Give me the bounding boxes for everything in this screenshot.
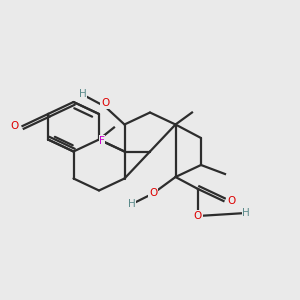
Text: O: O	[194, 211, 202, 221]
Text: O: O	[11, 121, 19, 131]
Text: O: O	[149, 188, 157, 199]
Text: F: F	[99, 136, 105, 146]
Text: H: H	[242, 208, 250, 218]
Text: O: O	[227, 196, 235, 206]
Text: O: O	[101, 98, 109, 109]
Text: H: H	[128, 199, 136, 209]
Text: H: H	[79, 89, 86, 100]
